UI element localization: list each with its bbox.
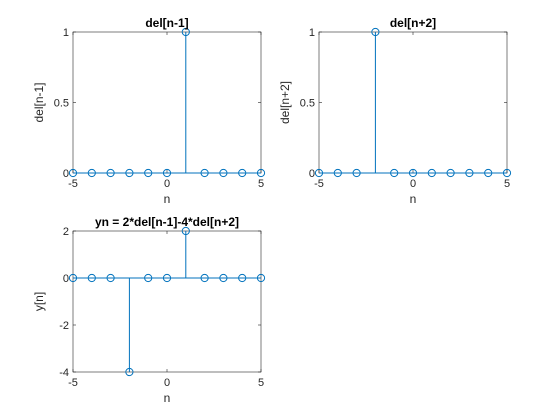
y-tick-label: -4 (59, 367, 69, 379)
x-tick-label: 5 (258, 178, 264, 190)
stem-marker (181, 226, 190, 236)
stem-marker (200, 273, 209, 283)
stem-marker (427, 168, 436, 178)
stem-marker (125, 367, 134, 377)
stem-marker (68, 273, 78, 283)
stem-marker (484, 168, 493, 178)
stem-marker (256, 168, 266, 178)
y-tick-label: -2 (59, 320, 69, 332)
stem-marker (87, 273, 96, 283)
stem-marker (87, 168, 96, 178)
stem-marker (181, 27, 190, 37)
x-axis-label: n (410, 192, 417, 206)
stem-marker (352, 168, 361, 178)
stem-marker (144, 273, 153, 283)
y-axis-label: del[n+2] (278, 81, 292, 124)
chart-title: del[n-1] (145, 16, 188, 30)
y-axis-label: y[n] (32, 292, 46, 311)
y-tick-label: 0 (63, 168, 69, 180)
stem-marker (162, 168, 172, 178)
stem-marker (162, 273, 172, 283)
x-tick-label: -5 (68, 377, 78, 389)
stem-marker (465, 168, 474, 178)
stem-marker (256, 273, 266, 283)
x-axis-label: n (164, 391, 171, 405)
y-tick-label: 0 (309, 168, 315, 180)
stem-marker (390, 168, 399, 178)
y-tick-label: 1 (63, 27, 69, 39)
stem-marker (219, 273, 228, 283)
stem-marker (446, 168, 455, 178)
y-tick-label: 0.5 (54, 98, 69, 110)
x-axis-label: n (164, 192, 171, 206)
chart-3: -5 0 5 -4 -2 0 2 yn = 2*del[n-1]-4*del[n+2] n y[n… (32, 215, 266, 405)
x-tick-label: 0 (164, 377, 170, 389)
stem-marker (371, 27, 380, 37)
stem-marker (219, 168, 228, 178)
stem-marker (314, 168, 324, 178)
y-tick-label: 0 (63, 273, 69, 285)
chart-title: yn = 2*del[n-1]-4*del[n+2] (95, 215, 239, 229)
x-tick-label: 0 (164, 178, 170, 190)
stem-marker (106, 273, 115, 283)
stem-marker (333, 168, 342, 178)
chart-title: del[n+2] (390, 16, 436, 30)
stem-marker (144, 168, 153, 178)
y-tick-label: 2 (63, 226, 69, 238)
x-tick-label: 5 (258, 377, 264, 389)
stem-marker (125, 168, 134, 178)
x-tick-label: -5 (68, 178, 78, 190)
y-tick-label: 0.5 (300, 98, 315, 110)
y-tick-label: 1 (309, 27, 315, 39)
x-tick-label: 0 (410, 178, 416, 190)
x-tick-label: -5 (314, 178, 324, 190)
stem-marker (502, 168, 512, 178)
y-axis-label: del[n-1] (32, 82, 46, 122)
stem-marker (106, 168, 115, 178)
stem-marker (238, 273, 247, 283)
stem-marker (200, 168, 209, 178)
stem-marker (408, 168, 418, 178)
x-tick-label: 5 (504, 178, 510, 190)
stem-marker (68, 168, 78, 178)
stem-marker (238, 168, 247, 178)
